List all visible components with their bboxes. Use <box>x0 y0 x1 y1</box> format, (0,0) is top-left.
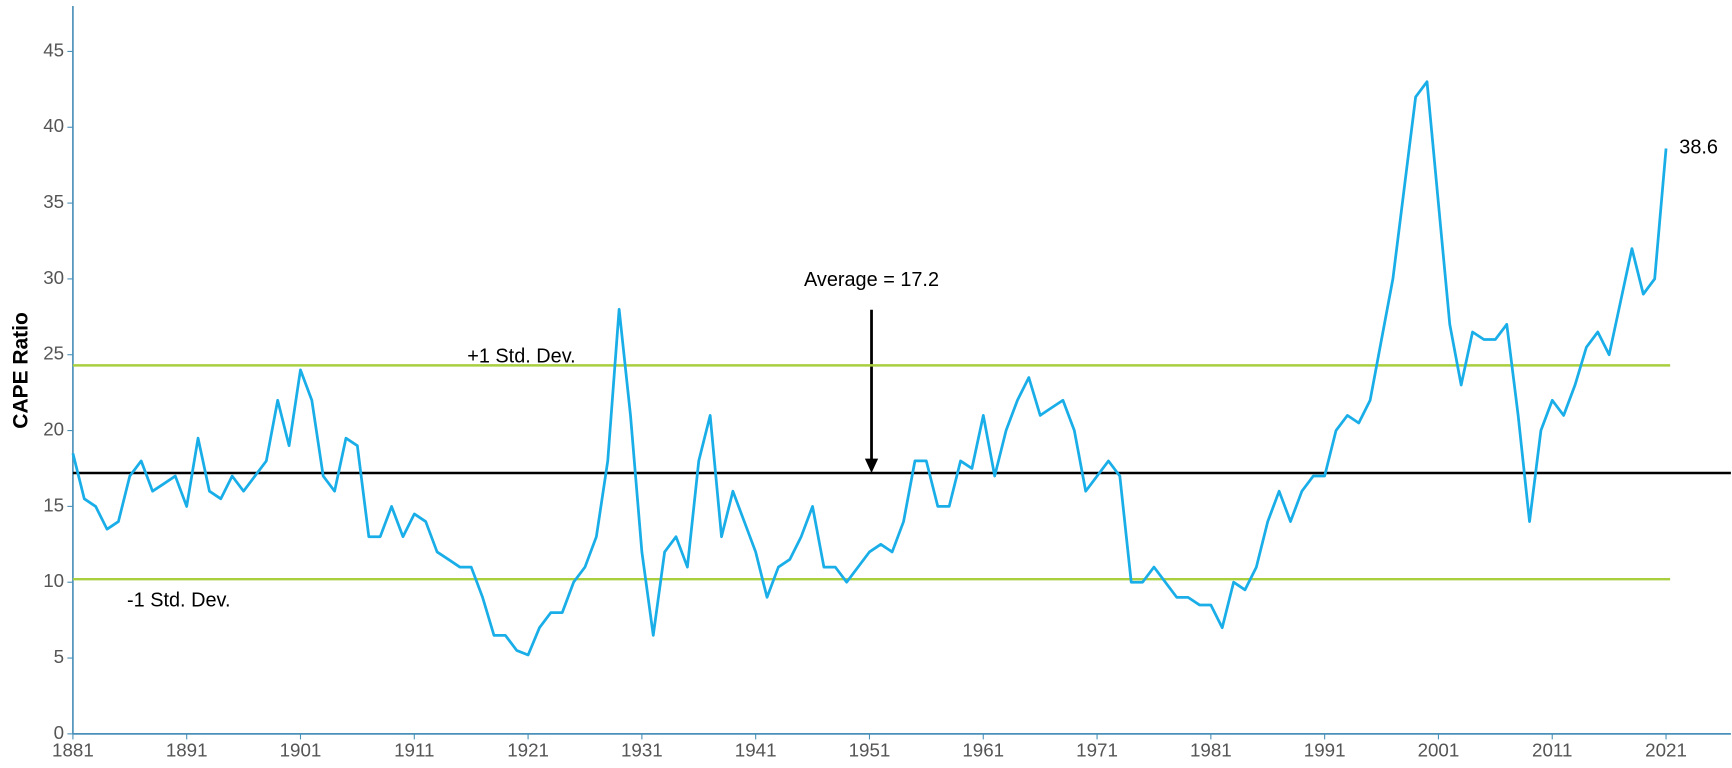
y-tick-label: 10 <box>43 570 64 591</box>
y-tick-label: 15 <box>43 494 64 515</box>
arrow-head <box>864 458 879 474</box>
reference-label: +1 Std. Dev. <box>467 345 575 367</box>
x-tick-label: 1911 <box>394 739 434 760</box>
y-tick-label: 5 <box>54 646 64 667</box>
x-tick-label: 1991 <box>1304 739 1346 760</box>
y-tick-label: 20 <box>43 419 64 440</box>
x-tick-label: 1961 <box>962 739 1004 760</box>
y-tick-label: 45 <box>43 39 64 60</box>
y-tick-label: 25 <box>43 343 64 364</box>
x-tick-label: 2021 <box>1645 739 1687 760</box>
y-tick-label: 35 <box>43 191 64 212</box>
x-tick-label: 1951 <box>849 739 891 760</box>
x-tick-label: 1981 <box>1190 739 1232 760</box>
y-tick-label: 30 <box>43 267 64 288</box>
y-tick-label: 0 <box>54 722 64 743</box>
y-axis-title: CAPE Ratio <box>10 312 33 429</box>
y-tick-label: 40 <box>43 115 64 136</box>
x-tick-label: 1901 <box>280 739 322 760</box>
x-tick-label: 2001 <box>1418 739 1460 760</box>
x-tick-label: 1891 <box>166 739 208 760</box>
reference-label: -1 Std. Dev. <box>127 590 230 612</box>
x-tick-label: 1881 <box>52 739 94 760</box>
x-tick-label: 1921 <box>507 739 549 760</box>
x-tick-label: 2011 <box>1532 739 1572 760</box>
data-line <box>71 80 1668 657</box>
last-value-label: 38.6 <box>1679 137 1718 159</box>
x-tick-label: 1931 <box>621 739 663 760</box>
x-tick-label: 1941 <box>735 739 777 760</box>
x-tick-label: 1971 <box>1076 739 1118 760</box>
reference-label: Average = 17.2 <box>804 269 939 291</box>
